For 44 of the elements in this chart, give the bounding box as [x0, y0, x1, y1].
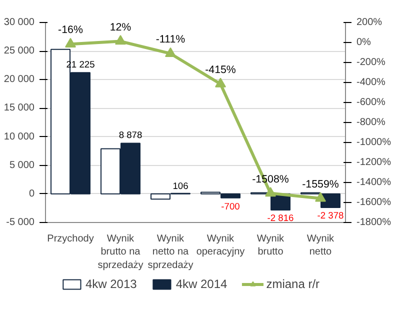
- y2-tick-label: -400%: [356, 77, 386, 88]
- y-tick-label: 25 000: [4, 46, 35, 57]
- x-tick-label: Wynik netto na sprzedaży: [148, 234, 194, 271]
- y2-tick-label: -1600%: [356, 197, 392, 208]
- y-tick-label: 15 000: [4, 102, 35, 114]
- y-tick-label: 30 000: [4, 17, 35, 28]
- point: [315, 192, 326, 202]
- data-label: 8 878: [118, 130, 142, 140]
- y2-tick-label: -1200%: [356, 157, 392, 168]
- data-label: 12%: [110, 21, 132, 34]
- legend-label: zmiana r/r: [266, 277, 320, 291]
- y2-tick-label: -1400%: [356, 177, 392, 188]
- point: [65, 38, 76, 48]
- data-label: -16%: [58, 24, 84, 36]
- y2-tick-label: 200%: [356, 17, 382, 28]
- y-tick-label: 20 000: [4, 74, 35, 86]
- data-label: -111%: [156, 34, 186, 46]
- data-label: -415%: [205, 64, 236, 76]
- x-tick-label: Wynik brutto: [256, 234, 286, 258]
- y2-tick-label: 0%: [356, 37, 372, 48]
- y2-tick-label: -1000%: [356, 137, 392, 148]
- data-label: -1559%: [302, 178, 340, 190]
- y2-tick-label: -600%: [356, 97, 386, 108]
- x-tick-label: Wynik operacyjny: [196, 234, 245, 258]
- data-label: 106: [172, 180, 188, 191]
- y2-tick-label: -1800%: [356, 217, 392, 228]
- y-tick-label: 5 000: [9, 160, 35, 171]
- point: [265, 187, 276, 197]
- y-tick-label: 10 000: [4, 131, 35, 142]
- point: [115, 35, 126, 45]
- data-label: -2 816: [267, 213, 294, 224]
- legend-label: 4kw 2013: [85, 277, 137, 291]
- data-label: -2 378: [317, 210, 344, 221]
- data-label: -700: [221, 201, 240, 212]
- x-tick-label: Wynik brutto na sprzedaży: [98, 234, 144, 271]
- point: [165, 47, 176, 57]
- point: [215, 78, 226, 88]
- x-tick-label: Przychody: [47, 234, 94, 244]
- y2-tick-label: -800%: [356, 117, 386, 128]
- y-tick-label: -5 000: [6, 217, 35, 228]
- x-tick-label: Wynik netto: [306, 234, 336, 258]
- y2-tick-label: -200%: [356, 57, 386, 68]
- legend-label: 4kw 2014: [176, 277, 228, 291]
- y-tick-label: 0: [28, 188, 35, 200]
